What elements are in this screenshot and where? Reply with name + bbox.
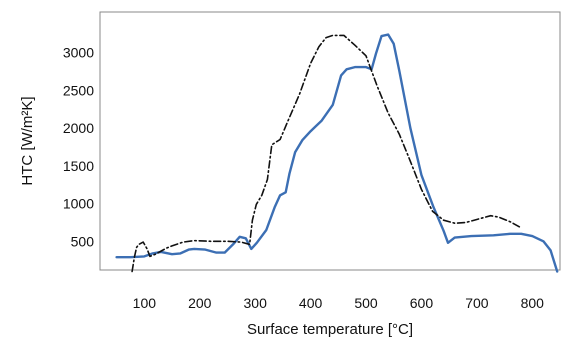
series-line-solid xyxy=(115,33,559,273)
x-tick-label: 300 xyxy=(244,295,268,311)
x-tick-label: 200 xyxy=(188,295,212,311)
x-axis-ticks: 100 200 300 400 500 600 700 800 xyxy=(133,295,545,311)
x-tick-label: 600 xyxy=(410,295,434,311)
y-tick-label: 1000 xyxy=(63,196,94,212)
plot-frame xyxy=(99,11,561,271)
y-tick-label: 500 xyxy=(71,233,95,249)
y-axis-ticks: 500 1000 1500 2000 2500 3000 xyxy=(63,45,94,250)
y-tick-label: 1500 xyxy=(63,158,94,174)
x-tick-label: 700 xyxy=(465,295,489,311)
plot-area-border xyxy=(99,11,561,271)
y-tick-label: 2000 xyxy=(63,120,94,136)
series-line-dashdot xyxy=(131,34,523,273)
x-tick-label: 400 xyxy=(299,295,323,311)
x-tick-label: 100 xyxy=(133,295,157,311)
y-tick-label: 3000 xyxy=(63,45,94,61)
series-layer xyxy=(115,33,559,273)
x-axis-title: Surface temperature [°C] xyxy=(247,321,413,338)
x-tick-label: 800 xyxy=(521,295,545,311)
y-axis-title: HTC [W/m²K] xyxy=(19,96,36,185)
y-tick-label: 2500 xyxy=(63,82,94,98)
x-tick-label: 500 xyxy=(354,295,378,311)
